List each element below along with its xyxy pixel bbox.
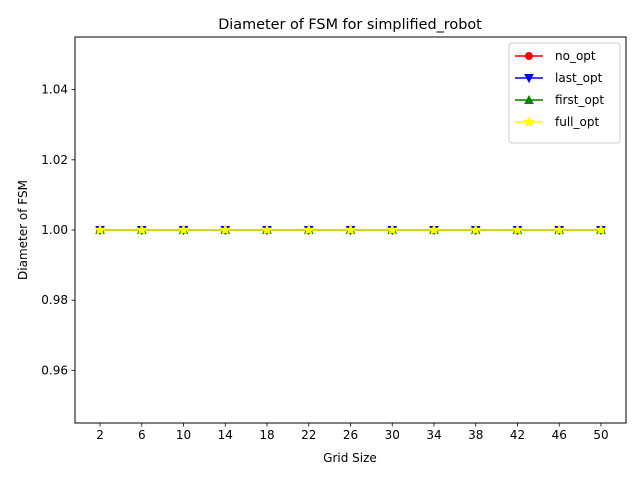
data-point-full_opt [344,223,357,236]
y-axis-label: Diameter of FSM [16,180,30,280]
y-tick-label: 1.02 [41,153,68,167]
x-tick-label: 10 [176,428,191,442]
x-tick-label: 6 [138,428,146,442]
legend-item-no_opt: no_opt [515,49,596,63]
legend-marker-last_opt [524,74,534,84]
x-tick-label: 14 [218,428,233,442]
legend-item-first_opt: first_opt [515,93,604,107]
legend-label: last_opt [555,71,603,85]
data-point-full_opt [594,223,607,236]
y-tick-label: 1.04 [41,83,68,97]
x-tick-label: 2 [96,428,104,442]
x-axis-ticks: 2 6 10 14 18 22 26 30 34 38 42 46 50 [96,423,609,442]
legend-label: first_opt [555,93,604,107]
legend: no_opt last_opt first_opt full_opt [508,42,621,144]
legend-marker-full_opt [522,115,536,128]
y-tick-label: 0.98 [41,293,68,307]
legend-item-full_opt: full_opt [515,115,599,129]
y-axis-ticks: 0.96 0.98 1.00 1.02 1.04 [41,83,75,377]
data-point-full_opt [177,223,190,236]
legend-label: no_opt [555,49,596,63]
y-tick-label: 0.96 [41,363,68,377]
data-point-full_opt [94,223,107,236]
data-point-full_opt [511,223,524,236]
series-full_opt [94,223,607,236]
x-tick-label: 46 [552,428,567,442]
data-point-full_opt [302,223,315,236]
series-layer [94,223,607,236]
data-point-full_opt [386,223,399,236]
data-point-full_opt [553,223,566,236]
legend-item-last_opt: last_opt [515,71,603,85]
x-tick-label: 18 [259,428,274,442]
legend-box [508,42,621,144]
legend-marker-first_opt [524,94,534,104]
x-tick-label: 50 [593,428,608,442]
data-point-full_opt [427,223,441,236]
y-tick-label: 1.00 [41,223,68,237]
x-tick-label: 34 [426,428,441,442]
chart-title: Diameter of FSM for simplified_robot [218,17,482,33]
data-point-full_opt [135,223,148,236]
x-tick-label: 42 [510,428,525,442]
x-tick-label: 38 [468,428,483,442]
legend-marker-no_opt [525,52,533,60]
x-tick-label: 22 [301,428,316,442]
x-tick-label: 26 [343,428,358,442]
legend-label: full_opt [555,115,599,129]
data-point-full_opt [260,223,274,236]
x-axis-label: Grid Size [323,451,377,465]
data-point-full_opt [219,223,232,236]
x-tick-label: 30 [385,428,400,442]
data-point-full_opt [469,223,482,236]
